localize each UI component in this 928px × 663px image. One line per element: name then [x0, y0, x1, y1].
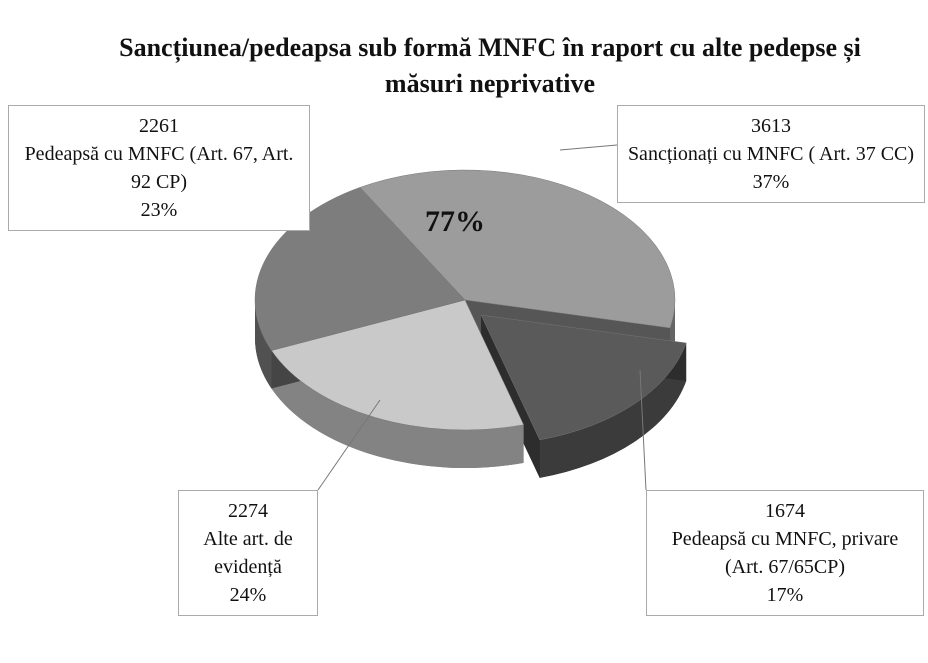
data-label-name: Alte art. de evidență [203, 528, 293, 578]
data-label-percent: 37% [752, 171, 790, 193]
data-label-count: 2274 [228, 500, 268, 522]
slice-side [539, 343, 687, 478]
data-label-count: 1674 [765, 500, 805, 522]
data-label-name: Sancționați cu MNFC ( Art. 37 CC) [627, 143, 915, 165]
leader-line [559, 144, 618, 151]
data-label-name: Pedeapsă cu MNFC, privare (Art. 67/65CP) [671, 528, 899, 578]
data-label-count: 2261 [139, 115, 179, 137]
data-label-count: 3613 [751, 115, 791, 137]
slice [359, 169, 676, 329]
data-label-percent: 17% [766, 584, 804, 606]
slice-side [271, 350, 524, 469]
pie-tops [254, 169, 687, 441]
slice-side [255, 300, 272, 389]
data-label-percent: 24% [229, 584, 267, 606]
data-label-box: 3613 Sancționați cu MNFC ( Art. 37 CC) 37% [617, 105, 925, 203]
chart-title: Sancțiunea/pedeapsa sub formă MNFC în ra… [119, 33, 861, 98]
data-label-name: Pedeapsă cu MNFC (Art. 67, Art. 92 CP) [24, 143, 294, 193]
data-label-percent: 23% [140, 199, 178, 221]
annotation: 77% [425, 205, 485, 238]
data-label-box: 2261 Pedeapsă cu MNFC (Art. 67, Art. 92 C… [8, 105, 310, 231]
leader-line [317, 399, 381, 491]
data-label-box: 1674 Pedeapsă cu MNFC, privare (Art. 67/6… [646, 490, 924, 616]
leader-line [639, 369, 647, 491]
data-label-box: 2274 Alte art. de evidență 24% [178, 490, 318, 616]
slice [480, 314, 687, 441]
slice [271, 299, 525, 431]
